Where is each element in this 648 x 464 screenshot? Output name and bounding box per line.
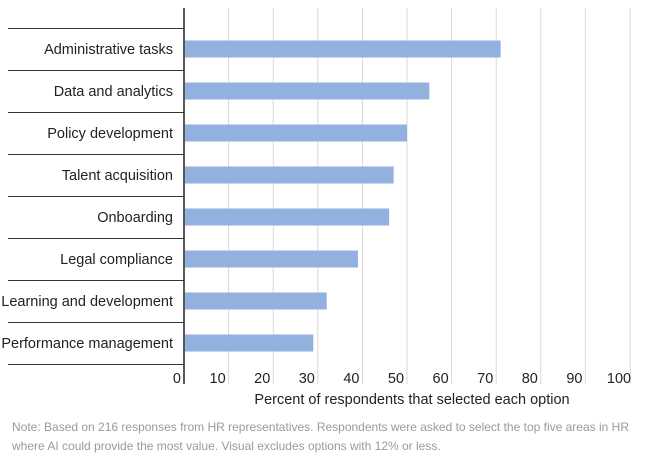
category-labels: Administrative tasks Data and analytics Po… bbox=[1, 42, 173, 352]
gridlines bbox=[228, 8, 631, 384]
x-tick-label: 30 bbox=[299, 371, 315, 387]
bar bbox=[185, 166, 394, 184]
bar bbox=[185, 82, 430, 100]
category-label: Performance management bbox=[1, 336, 173, 352]
x-tick-label: 100 bbox=[607, 371, 631, 387]
x-tick-label: 20 bbox=[254, 371, 270, 387]
category-label: Talent acquisition bbox=[62, 168, 173, 184]
x-tick-label: 90 bbox=[566, 371, 582, 387]
category-label: Data and analytics bbox=[54, 84, 173, 100]
bar bbox=[185, 124, 407, 142]
category-label: Learning and development bbox=[1, 294, 173, 310]
category-label: Policy development bbox=[47, 126, 173, 142]
category-label: Legal compliance bbox=[60, 252, 173, 268]
x-tick-label: 80 bbox=[522, 371, 538, 387]
category-label: Administrative tasks bbox=[44, 42, 173, 58]
x-tick-label: 0 bbox=[173, 371, 181, 387]
bar bbox=[185, 208, 390, 226]
bar bbox=[185, 40, 501, 58]
x-tick-label: 10 bbox=[210, 371, 226, 387]
footnote: Note: Based on 216 responses from HR rep… bbox=[12, 420, 629, 453]
x-tick-label: 70 bbox=[477, 371, 493, 387]
x-tick-label: 50 bbox=[388, 371, 404, 387]
bar bbox=[185, 334, 314, 352]
bars bbox=[185, 40, 501, 352]
bar bbox=[185, 292, 327, 310]
x-tick-label: 60 bbox=[433, 371, 449, 387]
x-tick-label: 40 bbox=[343, 371, 359, 387]
bar-chart: Administrative tasks Data and analytics Po… bbox=[1, 8, 631, 408]
x-tick-labels: 0 10 20 30 40 50 60 70 80 90 100 bbox=[173, 371, 631, 387]
category-separators bbox=[8, 28, 184, 365]
bar bbox=[185, 250, 358, 268]
category-label: Onboarding bbox=[97, 210, 173, 226]
x-axis-title: Percent of respondents that selected eac… bbox=[254, 392, 569, 408]
